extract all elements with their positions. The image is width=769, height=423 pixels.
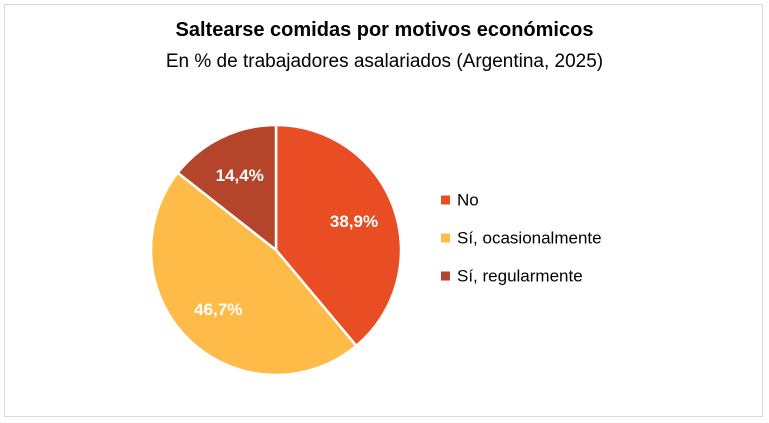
legend-swatch-si-ocasionalmente <box>441 234 450 243</box>
pie-chart: 38,9% 46,7% 14,4% No Sí, ocasionalmente Sí, … <box>0 0 769 423</box>
slice-label-no: 38,9% <box>330 212 378 231</box>
chart-legend: No Sí, ocasionalmente Sí, regularmente <box>441 191 602 286</box>
slice-label-si-regularmente: 14,4% <box>216 166 264 185</box>
pie-slices <box>151 125 401 375</box>
legend-label-si-ocasionalmente: Sí, ocasionalmente <box>457 229 602 248</box>
legend-label-si-regularmente: Sí, regularmente <box>457 267 583 286</box>
legend-label-no: No <box>457 191 479 210</box>
legend-swatch-si-regularmente <box>441 272 450 281</box>
legend-swatch-no <box>441 196 450 205</box>
slice-label-si-ocasionalmente: 46,7% <box>194 300 242 319</box>
